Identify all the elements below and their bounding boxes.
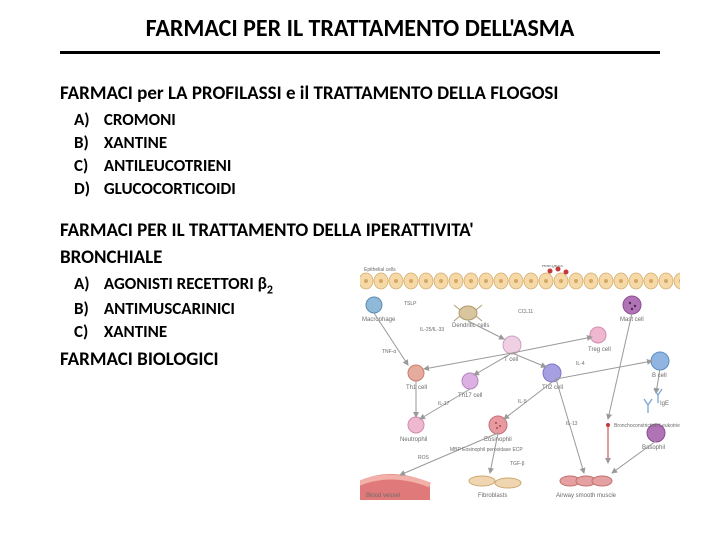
slide: FARMACI PER IL TRATTAMENTO DELL'ASMA FAR… bbox=[0, 0, 720, 540]
fibroblast-label: Fibroblasts bbox=[478, 493, 507, 499]
smooth-label: Airway smooth muscle bbox=[556, 493, 617, 499]
list-item: B) XANTINE bbox=[74, 132, 660, 155]
th1-label: Th1 cell bbox=[406, 385, 427, 391]
item-letter: A) bbox=[74, 273, 100, 296]
ige-label: IgE bbox=[660, 401, 669, 407]
ccl11-label: CCL11 bbox=[518, 309, 533, 315]
tslp-label: TSLP bbox=[404, 301, 417, 307]
svg-text:Bronchoconstriction Leukotrien: Bronchoconstriction Leukotrienes Cytokin… bbox=[614, 423, 680, 429]
th1-icon bbox=[408, 365, 424, 381]
mast-icon bbox=[623, 296, 641, 314]
item-letter: B) bbox=[74, 132, 100, 155]
item-label: CROMONI bbox=[104, 109, 176, 130]
epithelial-label: Epithelial cells bbox=[364, 267, 396, 273]
allergen-label: Allergens bbox=[542, 265, 563, 269]
eosinophil-label: Eosinophil bbox=[484, 437, 512, 443]
item-label: XANTINE bbox=[104, 321, 167, 342]
dendritic-icon bbox=[454, 305, 482, 321]
list-item: D) GLUCOCORTICOIDI bbox=[74, 178, 660, 201]
item-label: GLUCOCORTICOIDI bbox=[104, 178, 236, 199]
item-label: XANTINE bbox=[104, 132, 167, 153]
diagram-svg: Macrophage Dendritic cells T cell Th1 ce… bbox=[360, 265, 680, 500]
list-item: A) CROMONI bbox=[74, 109, 660, 132]
list-item: C) ANTILEUCOTRIENI bbox=[74, 155, 660, 178]
mbp-label: MBP Eosinophil peroxidase ECP bbox=[450, 447, 523, 453]
il5-label: IL-5 bbox=[518, 399, 527, 405]
section2-heading-l1: FARMACI PER IL TRATTAMENTO DELLA IPERATT… bbox=[60, 219, 660, 242]
treg-label: Treg cell bbox=[588, 347, 611, 353]
item-letter: A) bbox=[74, 109, 100, 132]
item-label: ANTIMUSCARINICI bbox=[104, 298, 235, 319]
tgf-label: TGF-β bbox=[510, 461, 525, 467]
item-letter: C) bbox=[74, 155, 100, 178]
vessel-label: Blood vessel bbox=[366, 493, 400, 499]
neutrophil-icon bbox=[408, 417, 424, 433]
item-letter: B) bbox=[74, 298, 100, 321]
mast-label: Mast cell bbox=[620, 317, 644, 323]
dendritic-label: Dendritic cells bbox=[452, 323, 489, 329]
fibroblast-icon bbox=[469, 476, 521, 488]
il13-label: IL-13 bbox=[566, 421, 578, 427]
epithelium-row bbox=[360, 273, 680, 289]
th2-label: Th2 cell bbox=[542, 385, 563, 391]
il4-label: IL-4 bbox=[576, 361, 585, 367]
item-label: ANTILEUCOTRIENI bbox=[104, 155, 232, 176]
broncho-box: Bronchoconstriction Leukotrienes Cytokin… bbox=[606, 423, 680, 463]
tnf-label: TNF-α bbox=[382, 349, 396, 355]
pathway-diagram: Macrophage Dendritic cells T cell Th1 ce… bbox=[360, 265, 680, 500]
il17-label: IL-17 bbox=[438, 401, 450, 407]
item-label-sub: 2 bbox=[267, 283, 273, 297]
section1-heading: FARMACI per LA PROFILASSI e il TRATTAMEN… bbox=[60, 82, 660, 105]
bcell-icon bbox=[651, 352, 669, 370]
smooth-muscle-icon bbox=[560, 476, 612, 486]
item-letter: C) bbox=[74, 321, 100, 344]
basophil-label: Basophil bbox=[642, 445, 665, 451]
item-label-pre: AGONISTI RECETTORI β bbox=[104, 273, 267, 294]
neutrophil-label: Neutrophil bbox=[400, 437, 427, 443]
section1-list: A) CROMONI B) XANTINE C) ANTILEUCOTRIENI… bbox=[74, 109, 660, 201]
macrophage-icon bbox=[366, 297, 382, 313]
th17-icon bbox=[462, 373, 478, 389]
tcell-label: T cell bbox=[504, 357, 518, 363]
item-letter: D) bbox=[74, 178, 100, 201]
treg-icon bbox=[590, 327, 606, 343]
il25-label: IL-25/IL-33 bbox=[420, 327, 444, 333]
page-title: FARMACI PER IL TRATTAMENTO DELL'ASMA bbox=[0, 0, 720, 51]
ros-label: ROS bbox=[418, 455, 430, 461]
